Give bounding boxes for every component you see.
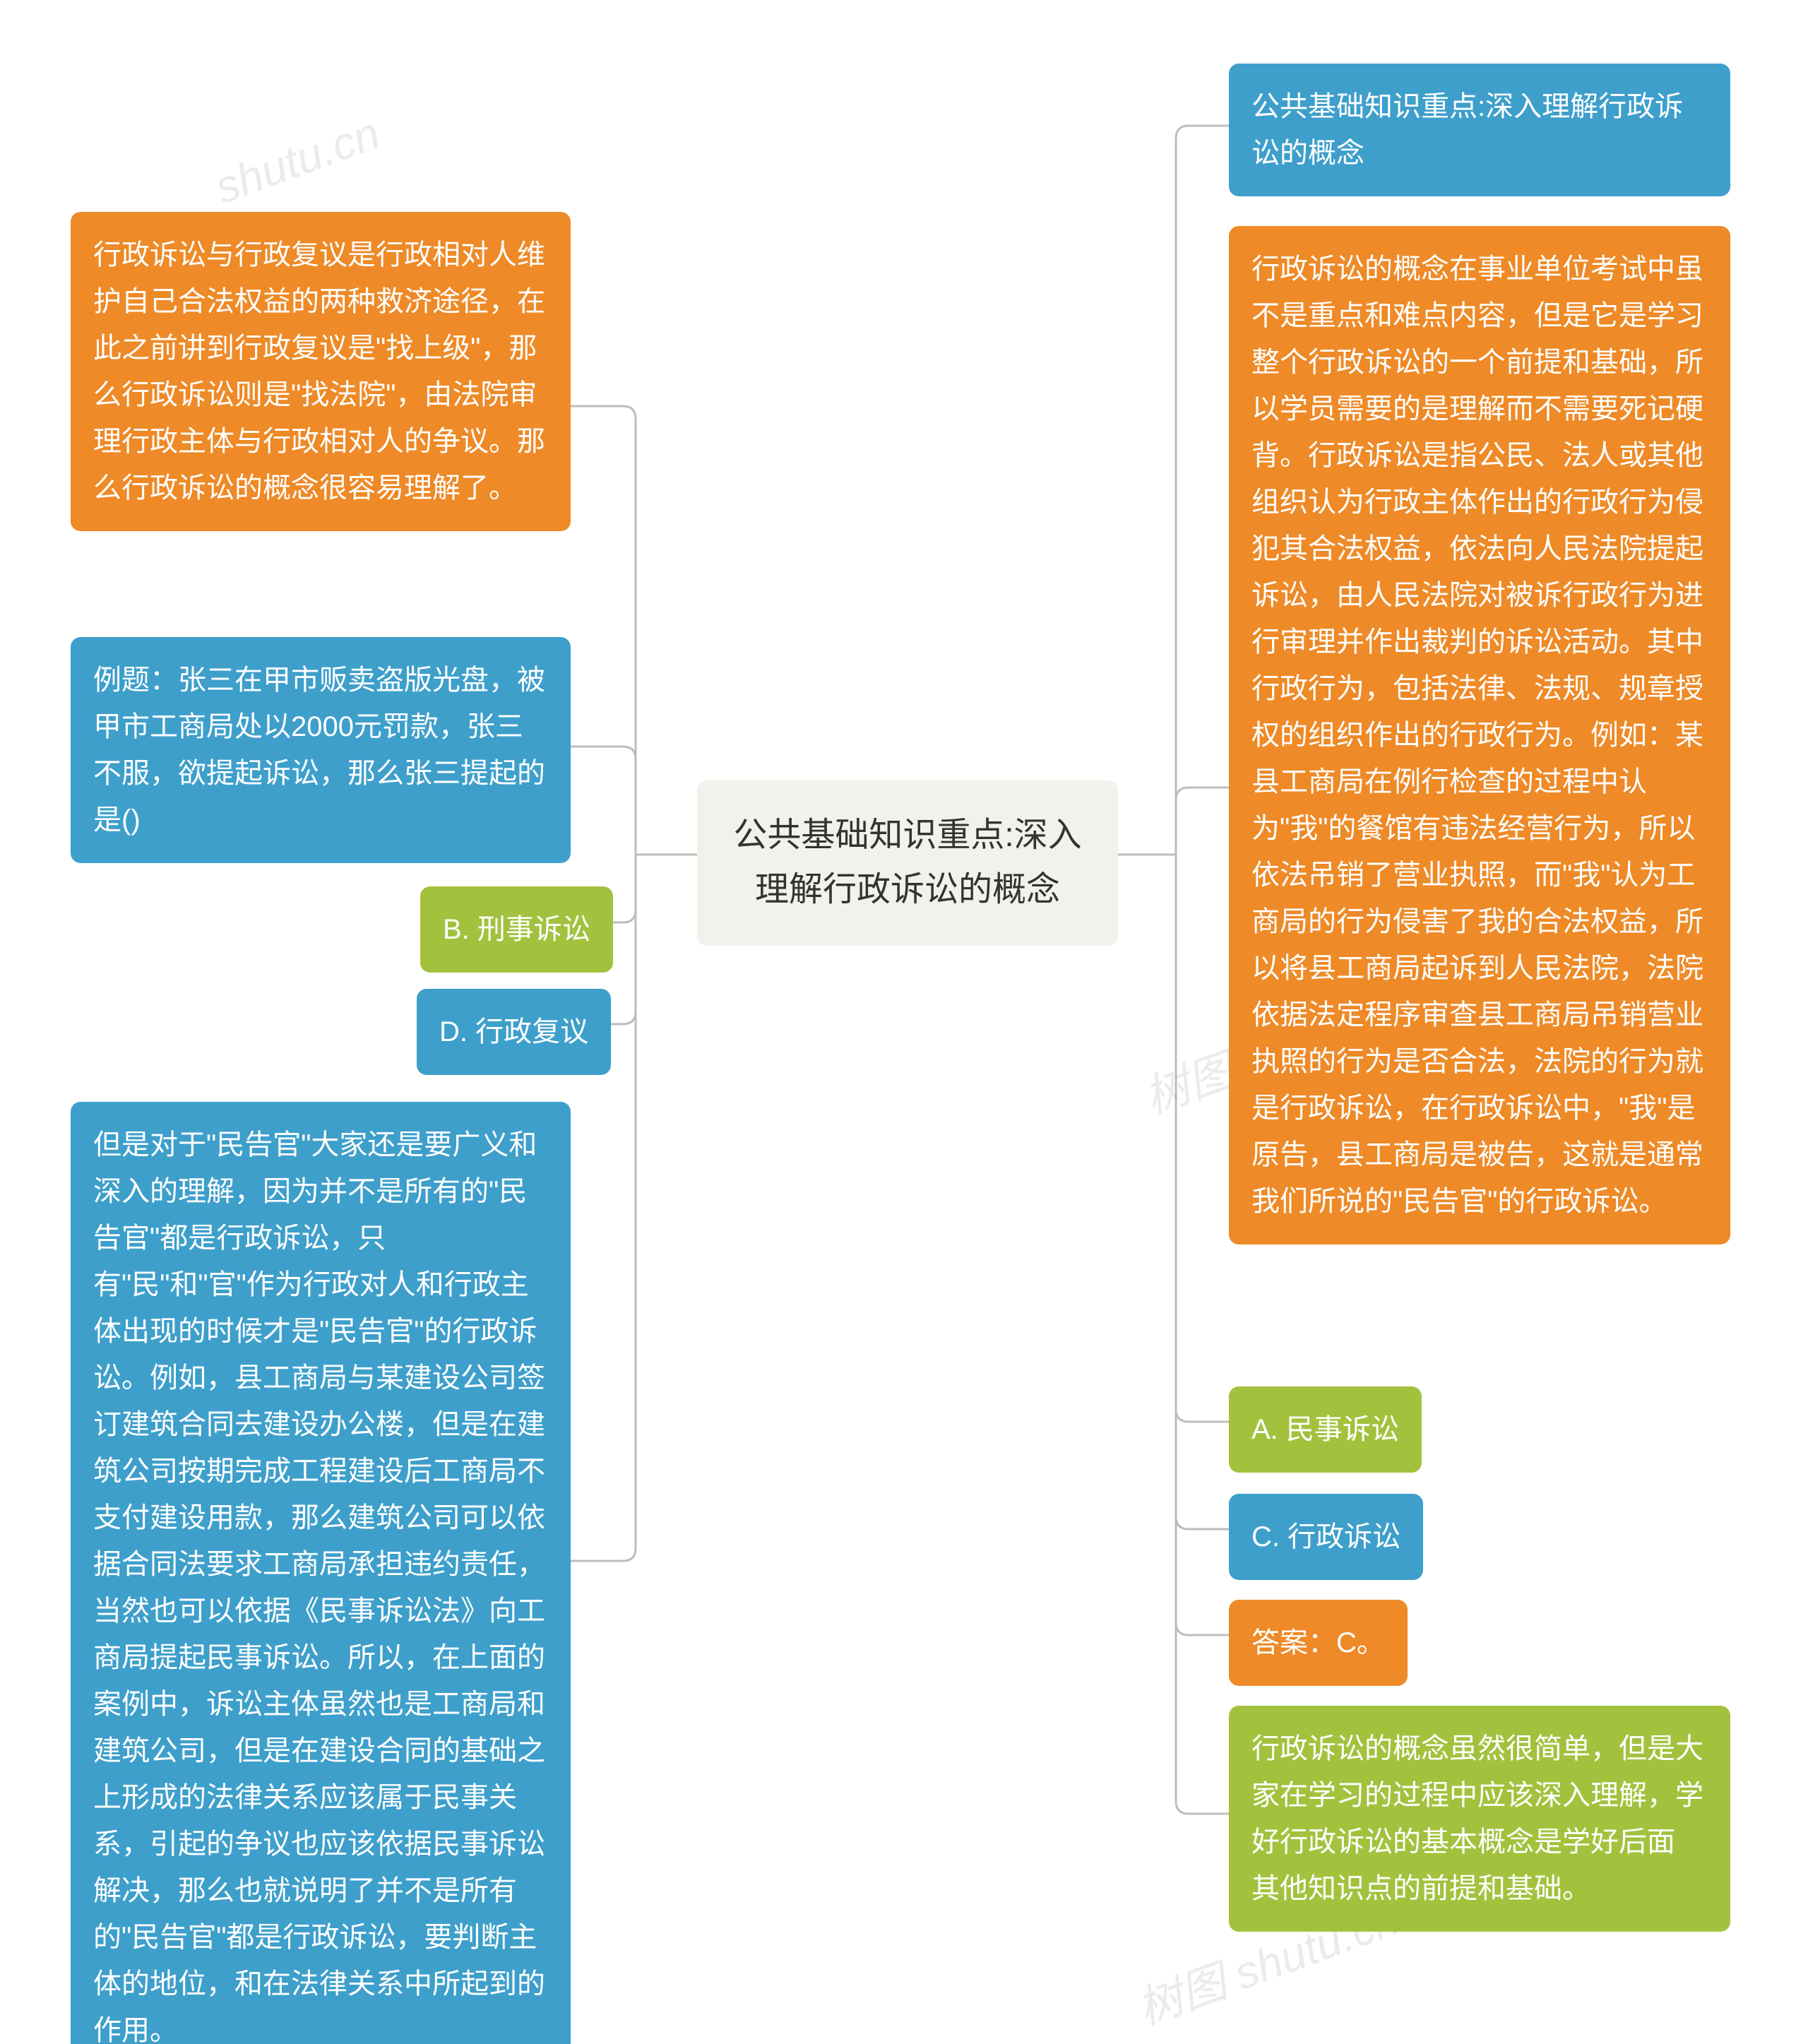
left-node-2: 例题：张三在甲市贩卖盗版光盘，被甲市工商局处以2000元罚款，张三不服，欲提起诉… [71, 637, 571, 863]
left-node-1: 行政诉讼与行政复议是行政相对人维护自己合法权益的两种救济途径，在此之前讲到行政复… [71, 212, 571, 531]
center-node: 公共基础知识重点:深入理解行政诉讼的概念 [697, 780, 1118, 946]
left-node-3: B. 刑事诉讼 [420, 886, 613, 973]
mindmap-canvas: shutu.cn shutu.cn 树图 shutu.cn 树图 shutu.c… [0, 0, 1808, 2044]
right-node-1: 公共基础知识重点:深入理解行政诉讼的概念 [1229, 64, 1730, 196]
watermark: shutu.cn [208, 107, 387, 214]
left-node-5: 但是对于"民告官"大家还是要广义和深入的理解，因为并不是所有的"民告官"都是行政… [71, 1102, 571, 2044]
left-node-4: D. 行政复议 [417, 989, 611, 1075]
right-node-6: 行政诉讼的概念虽然很简单，但是大家在学习的过程中应该深入理解，学好行政诉讼的基本… [1229, 1706, 1730, 1932]
right-node-2: 行政诉讼的概念在事业单位考试中虽不是重点和难点内容，但是它是学习整个行政诉讼的一… [1229, 226, 1730, 1244]
right-node-3: A. 民事诉讼 [1229, 1386, 1422, 1473]
right-node-4: C. 行政诉讼 [1229, 1494, 1423, 1580]
right-node-5: 答案：C。 [1229, 1600, 1408, 1686]
